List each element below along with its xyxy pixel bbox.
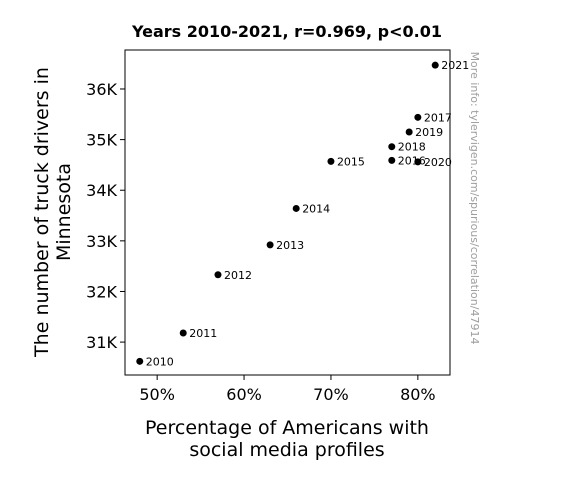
data-point [266, 241, 274, 249]
data-point-label: 2018 [398, 141, 426, 154]
y-axis-label-line-1: The number of truck drivers in [31, 67, 53, 358]
data-point [414, 113, 422, 121]
y-axis-ticks: 31K 32K 33K 34K 35K 36K [86, 80, 125, 352]
data-point-label: 2017 [424, 111, 452, 124]
y-tick-label: 34K [86, 181, 117, 200]
x-axis-ticks: 50% 60% 70% 80% [139, 375, 436, 404]
data-point-label: 2014 [302, 202, 330, 215]
data-point [405, 128, 413, 136]
data-point [214, 271, 222, 279]
data-point-label: 2015 [337, 155, 365, 168]
data-point-label: 2021 [441, 59, 469, 72]
plot-area [124, 49, 451, 376]
y-tick-label: 32K [86, 282, 117, 301]
y-axis-label-line-2: Minnesota [53, 163, 75, 261]
data-point [431, 61, 439, 69]
x-tick-label: 70% [313, 385, 349, 404]
x-axis-label-line-2: social media profiles [189, 439, 384, 461]
data-point-label: 2020 [424, 156, 452, 169]
y-tick-label: 35K [86, 131, 117, 150]
data-point-label: 2013 [276, 239, 304, 252]
data-point [292, 204, 300, 212]
data-point-label: 2016 [398, 154, 426, 167]
data-point [179, 329, 187, 337]
x-tick-label: 50% [139, 385, 175, 404]
data-point [388, 156, 396, 164]
data-point-label: 2019 [415, 126, 443, 139]
x-tick-label: 80% [400, 385, 436, 404]
data-point [414, 158, 422, 166]
data-point [136, 357, 144, 365]
watermark-text: More info: tylervigen.com/spurious/corre… [468, 52, 481, 345]
chart-title: Years 2010-2021, r=0.969, p<0.01 [131, 22, 442, 41]
data-points: 2010 2011 2012 2013 2014 2015 2016 2017 2018 2019… [136, 59, 469, 368]
y-tick-label: 36K [86, 80, 117, 99]
data-point [388, 143, 396, 151]
y-tick-label: 31K [86, 333, 117, 352]
data-point-label: 2011 [189, 327, 217, 340]
data-point [327, 157, 335, 165]
data-point-label: 2012 [224, 269, 252, 282]
y-tick-label: 33K [86, 232, 117, 251]
x-axis-label-line-1: Percentage of Americans with [145, 417, 429, 439]
x-tick-label: 60% [226, 385, 262, 404]
data-point-label: 2010 [146, 355, 174, 368]
